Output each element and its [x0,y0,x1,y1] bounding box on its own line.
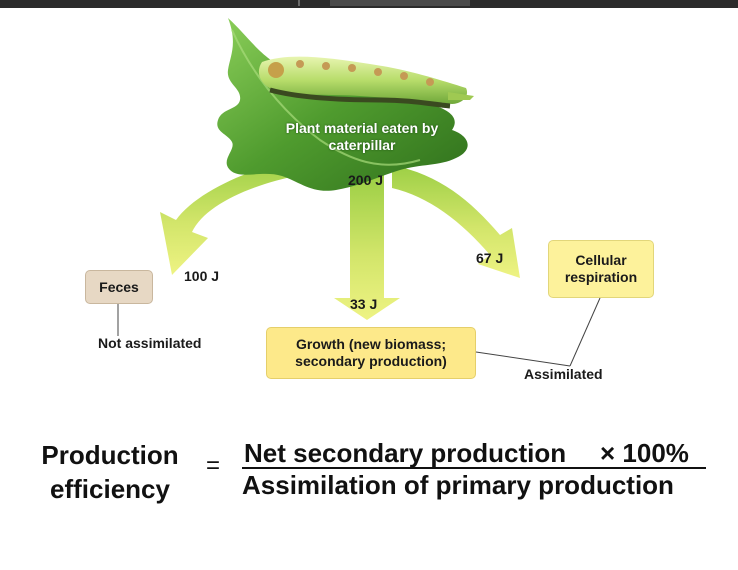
formula-lhs: Production efficiency [41,440,179,504]
top-bar-tab [330,0,470,6]
source-energy-label: 200 J [348,172,384,188]
leaf-vein [231,29,421,166]
respiration-energy-label: 67 J [476,250,504,266]
plant-material-label: Plant material eaten by caterpillar [285,120,439,153]
assimilated-label: Assimilated [524,366,603,382]
formula-equals: = [206,452,221,479]
growth-to-assimilated-line [475,351,571,367]
respiration-box: Cellular respiration [548,240,654,298]
arrow-to-feces [160,158,300,275]
not-assimilated-label: Not assimilated [98,335,202,351]
growth-energy-label: 33 J [350,296,378,312]
formula-numerator: Net secondary production [244,438,567,468]
formula-denominator: Assimilation of primary production [242,470,674,500]
arrow-to-respiration [392,165,520,278]
formula-multiplier: × 100% [600,438,689,468]
feces-box: Feces [85,270,153,304]
arrow-to-growth [334,175,400,320]
caterpillar-illustration [258,56,474,109]
window-top-bar [0,0,738,8]
respiration-to-assimilated-line [569,297,601,367]
leaf-shape [217,18,468,191]
top-bar-divider [298,0,300,6]
feces-energy-label: 100 J [184,268,220,284]
growth-box: Growth (new biomass; secondary productio… [266,327,476,379]
